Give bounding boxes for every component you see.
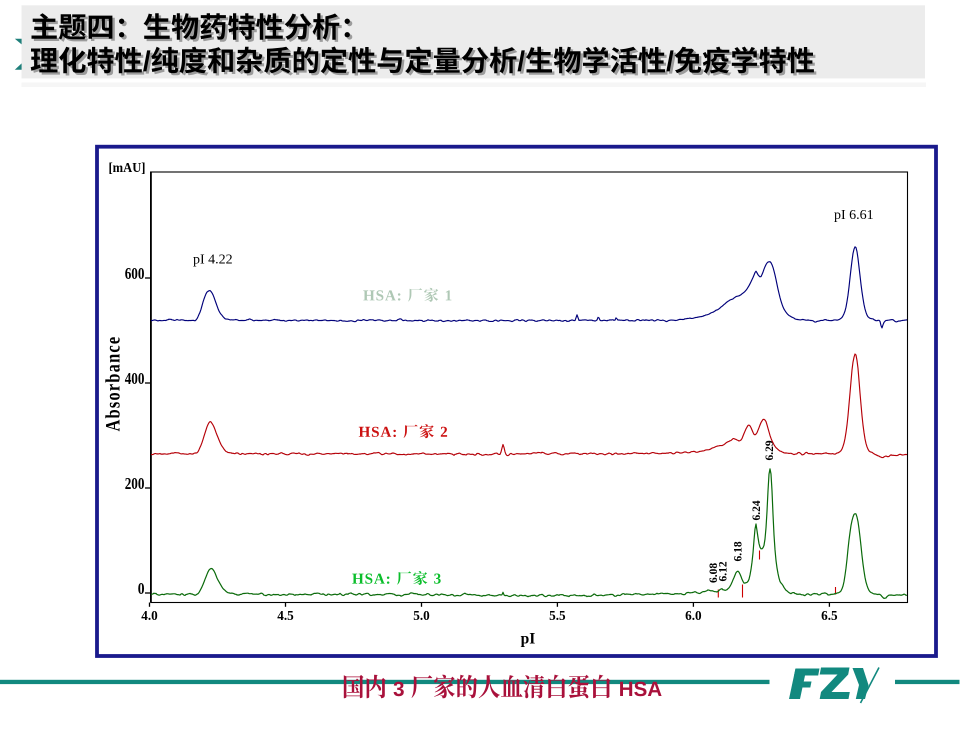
- svg-text:[mAU]: [mAU]: [109, 161, 146, 176]
- svg-text:pI 4.22: pI 4.22: [193, 253, 233, 268]
- svg-text:4.5: 4.5: [277, 609, 294, 624]
- svg-text:6.08: 6.08: [708, 563, 720, 583]
- svg-text:pI: pI: [521, 631, 536, 648]
- svg-text:6.24: 6.24: [751, 500, 763, 520]
- svg-text:pI 6.61: pI 6.61: [834, 208, 874, 223]
- svg-text:600: 600: [125, 264, 145, 283]
- svg-text:4.0: 4.0: [141, 609, 158, 624]
- svg-text:5.5: 5.5: [549, 609, 566, 624]
- svg-text:200: 200: [125, 474, 145, 493]
- svg-text:400: 400: [125, 369, 145, 388]
- svg-text:6.12: 6.12: [718, 561, 730, 581]
- svg-text:6.29: 6.29: [764, 440, 776, 460]
- svg-text:0: 0: [138, 579, 145, 598]
- svg-text:6.18: 6.18: [733, 541, 745, 561]
- svg-text:6.5: 6.5: [821, 609, 838, 624]
- svg-text:6.0: 6.0: [685, 609, 702, 624]
- svg-text:5.0: 5.0: [413, 609, 430, 624]
